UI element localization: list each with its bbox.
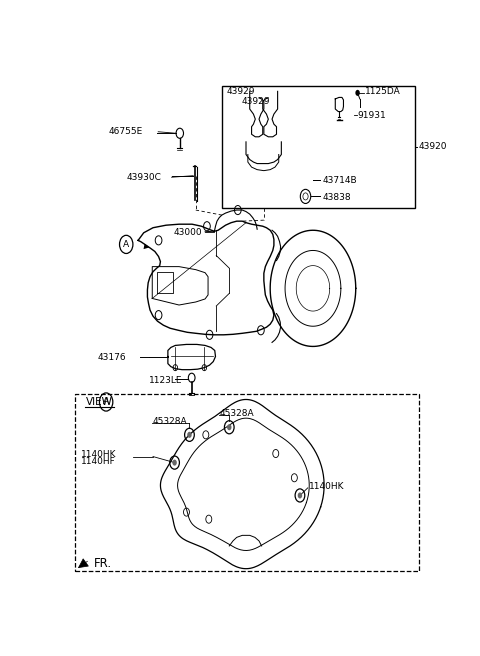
Text: 1140HF: 1140HF xyxy=(81,457,115,466)
Text: 91931: 91931 xyxy=(358,111,386,119)
Text: 43929: 43929 xyxy=(226,87,255,96)
Text: 43920: 43920 xyxy=(419,142,447,152)
Text: FR.: FR. xyxy=(94,557,112,570)
Ellipse shape xyxy=(300,176,311,183)
Bar xyxy=(75,394,419,571)
Text: VIEW: VIEW xyxy=(86,397,113,407)
Text: A: A xyxy=(103,398,109,407)
Text: 1140HK: 1140HK xyxy=(309,482,345,491)
Text: 45328A: 45328A xyxy=(220,409,254,418)
Text: 45328A: 45328A xyxy=(153,417,188,426)
Text: 43929: 43929 xyxy=(241,97,270,106)
Text: 43838: 43838 xyxy=(322,193,351,202)
Circle shape xyxy=(298,493,302,499)
Circle shape xyxy=(187,432,192,438)
Circle shape xyxy=(355,90,360,96)
Circle shape xyxy=(227,424,231,430)
Text: 1140HK: 1140HK xyxy=(81,449,116,459)
Text: A: A xyxy=(123,240,129,249)
Text: 43176: 43176 xyxy=(97,353,126,362)
Text: 43714B: 43714B xyxy=(322,176,357,185)
Text: 43000: 43000 xyxy=(173,228,202,237)
Text: 46755E: 46755E xyxy=(108,127,143,136)
Text: 1123LE: 1123LE xyxy=(149,377,183,385)
Circle shape xyxy=(172,460,177,466)
Text: 1125DA: 1125DA xyxy=(365,87,401,96)
Bar xyxy=(222,87,415,207)
Text: 43930C: 43930C xyxy=(127,173,162,182)
